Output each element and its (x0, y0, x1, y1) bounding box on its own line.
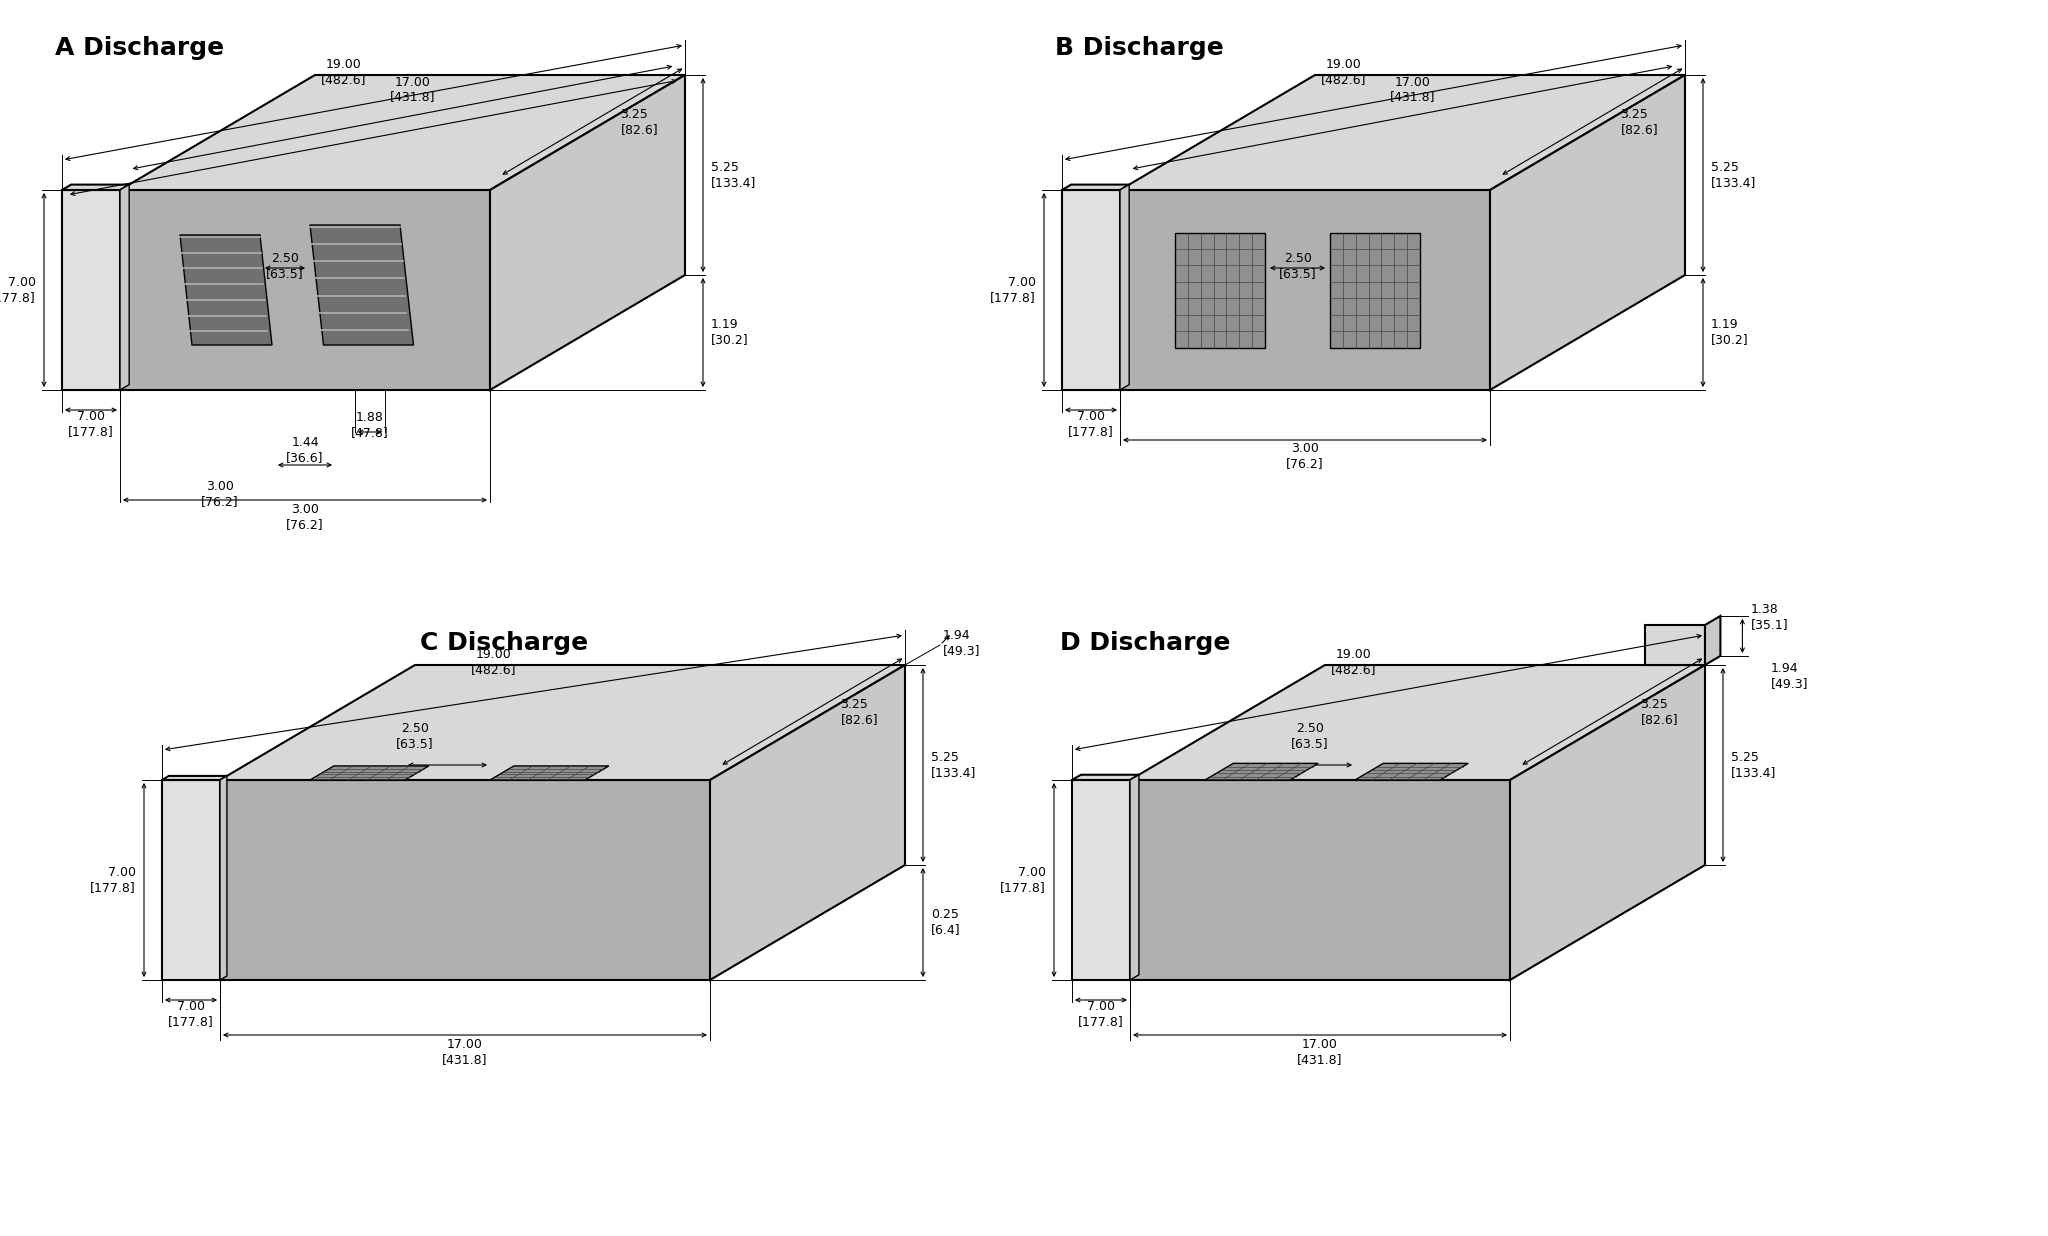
Text: 0.25
[6.4]: 0.25 [6.4] (932, 908, 961, 937)
Polygon shape (1120, 75, 1686, 190)
Text: 7.00
[177.8]: 7.00 [177.8] (1077, 1000, 1124, 1028)
Text: 2.50
[63.5]: 2.50 [63.5] (1290, 722, 1329, 750)
Polygon shape (1063, 190, 1120, 391)
Text: 7.00
[177.8]: 7.00 [177.8] (90, 866, 135, 894)
Polygon shape (489, 75, 684, 391)
Polygon shape (309, 225, 414, 345)
Polygon shape (121, 184, 129, 391)
Text: 5.25
[133.4]: 5.25 [133.4] (1731, 751, 1776, 779)
Text: B Discharge: B Discharge (1055, 36, 1225, 61)
Text: 7.00
[177.8]: 7.00 [177.8] (991, 276, 1036, 304)
Polygon shape (309, 766, 428, 780)
Polygon shape (489, 766, 608, 780)
Text: 17.00
[431.8]: 17.00 [431.8] (1391, 75, 1436, 104)
Text: 2.50
[63.5]: 2.50 [63.5] (266, 252, 303, 281)
Text: 17.00
[431.8]: 17.00 [431.8] (389, 75, 436, 104)
Polygon shape (1130, 780, 1509, 980)
Text: 1.19
[30.2]: 1.19 [30.2] (1710, 319, 1749, 346)
Polygon shape (180, 235, 272, 345)
Text: 7.00
[177.8]: 7.00 [177.8] (68, 410, 115, 438)
Text: 19.00
[482.6]: 19.00 [482.6] (1331, 649, 1376, 676)
Polygon shape (162, 780, 219, 980)
Text: 3.25
[82.6]: 3.25 [82.6] (840, 697, 879, 726)
Text: 5.25
[133.4]: 5.25 [133.4] (1710, 161, 1757, 189)
Polygon shape (1509, 665, 1706, 980)
Polygon shape (61, 184, 129, 190)
Text: 1.38
[35.1]: 1.38 [35.1] (1751, 603, 1788, 632)
Polygon shape (219, 665, 905, 780)
Polygon shape (1204, 764, 1319, 780)
Text: 1.44
[36.6]: 1.44 [36.6] (287, 436, 324, 464)
Text: 19.00
[482.6]: 19.00 [482.6] (1321, 58, 1366, 87)
Text: 3.00
[76.2]: 3.00 [76.2] (1286, 442, 1323, 470)
Text: 17.00
[431.8]: 17.00 [431.8] (1296, 1038, 1343, 1065)
Text: 3.00
[76.2]: 3.00 [76.2] (201, 480, 240, 508)
Text: 19.00
[482.6]: 19.00 [482.6] (471, 649, 516, 676)
Polygon shape (1130, 775, 1139, 980)
Text: 1.19
[30.2]: 1.19 [30.2] (711, 319, 750, 346)
Text: 5.25
[133.4]: 5.25 [133.4] (711, 161, 756, 189)
Polygon shape (61, 190, 121, 391)
Text: 3.00
[76.2]: 3.00 [76.2] (287, 503, 324, 531)
Text: 3.25
[82.6]: 3.25 [82.6] (621, 108, 657, 136)
Polygon shape (1071, 780, 1130, 980)
Polygon shape (219, 776, 227, 980)
Polygon shape (219, 780, 711, 980)
Text: 1.88
[47.8]: 1.88 [47.8] (350, 412, 389, 439)
Polygon shape (1356, 764, 1468, 780)
Text: 1.94
[49.3]: 1.94 [49.3] (1769, 662, 1808, 690)
Bar (1329, 232, 1419, 347)
Text: 2.50
[63.5]: 2.50 [63.5] (395, 722, 434, 750)
Text: A Discharge: A Discharge (55, 36, 223, 61)
Polygon shape (1706, 616, 1720, 665)
Text: D Discharge: D Discharge (1061, 632, 1231, 655)
Text: C Discharge: C Discharge (420, 632, 588, 655)
Text: 17.00
[431.8]: 17.00 [431.8] (442, 1038, 487, 1065)
Polygon shape (1120, 184, 1128, 391)
Polygon shape (121, 75, 684, 190)
Text: 3.25
[82.6]: 3.25 [82.6] (1620, 108, 1659, 136)
Polygon shape (711, 665, 905, 980)
Text: 7.00
[177.8]: 7.00 [177.8] (0, 276, 37, 304)
Polygon shape (1130, 665, 1706, 780)
Text: 3.25
[82.6]: 3.25 [82.6] (1640, 697, 1677, 726)
Text: 7.00
[177.8]: 7.00 [177.8] (168, 1000, 213, 1028)
Polygon shape (1645, 625, 1706, 665)
Polygon shape (1491, 75, 1686, 391)
Polygon shape (1063, 184, 1128, 190)
Polygon shape (1120, 190, 1491, 391)
Polygon shape (162, 776, 227, 780)
Polygon shape (1071, 775, 1139, 780)
Text: 7.00
[177.8]: 7.00 [177.8] (1069, 410, 1114, 438)
Text: 5.25
[133.4]: 5.25 [133.4] (932, 751, 977, 779)
Text: 1.94
[49.3]: 1.94 [49.3] (942, 629, 981, 658)
Bar (1176, 232, 1266, 347)
Text: 2.50
[63.5]: 2.50 [63.5] (1280, 252, 1317, 281)
Text: 7.00
[177.8]: 7.00 [177.8] (999, 866, 1047, 894)
Polygon shape (121, 190, 489, 391)
Text: 19.00
[482.6]: 19.00 [482.6] (322, 58, 367, 87)
